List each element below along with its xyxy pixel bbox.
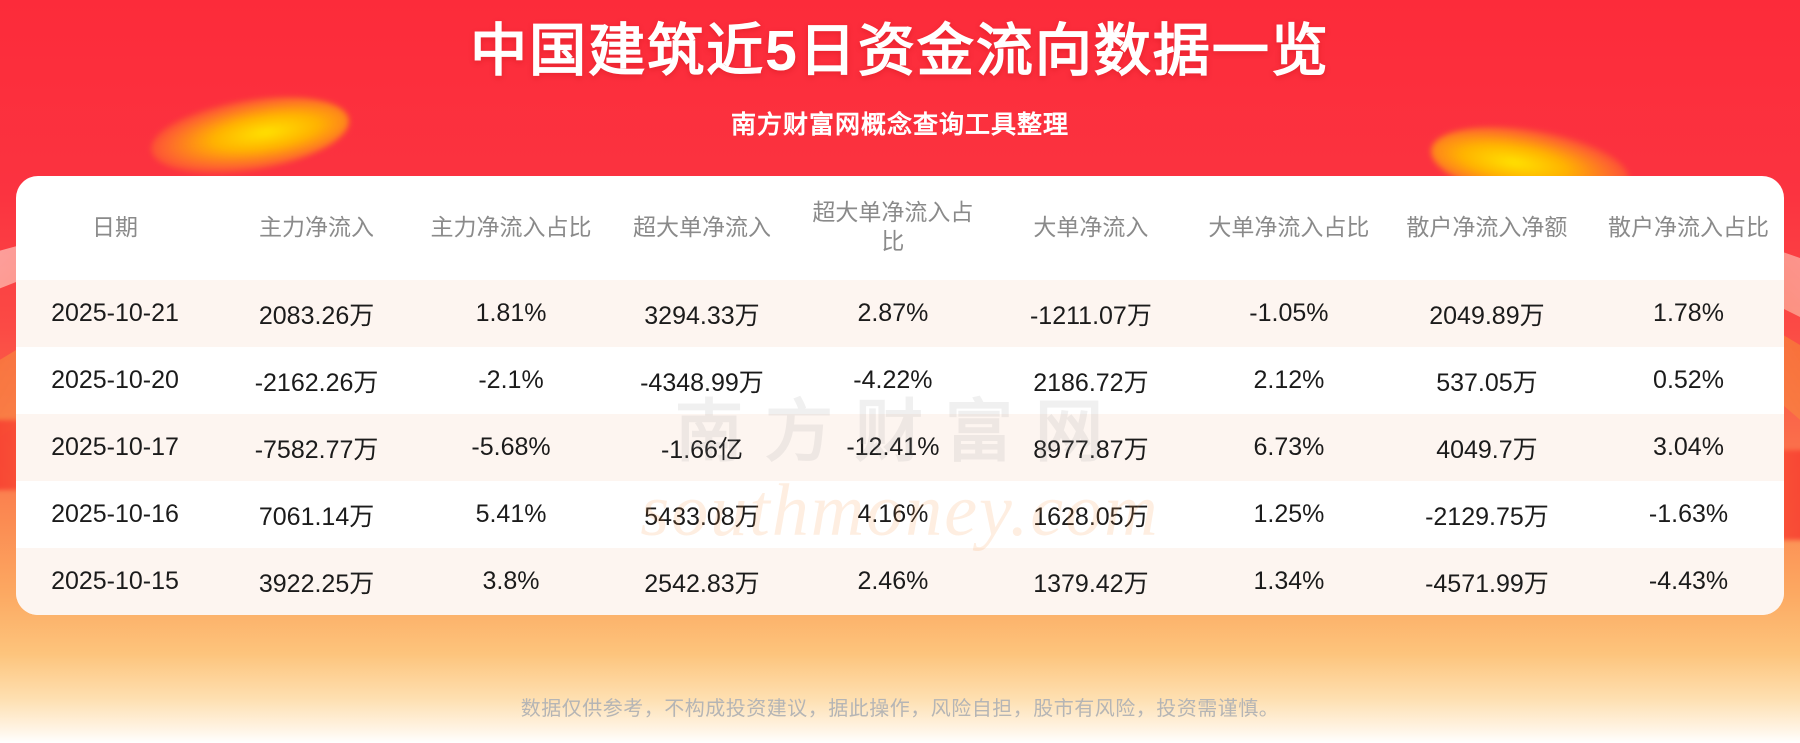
cell-retail-net-inflow-ratio: -1.63% bbox=[1648, 500, 1729, 528]
cell-xl-net-inflow-ratio: 2.87% bbox=[857, 299, 929, 327]
cell-date: 2025-10-17 bbox=[51, 433, 179, 461]
cell-main-net-inflow: -2162.26万 bbox=[254, 368, 379, 397]
cell-xl-net-inflow: -1.66亿 bbox=[660, 435, 743, 464]
table-row: 2025-10-21 2083.26万 1.81% 3294.33万 2.87%… bbox=[16, 280, 1784, 347]
table-row: 2025-10-16 7061.14万 5.41% 5433.08万 4.16%… bbox=[16, 481, 1784, 548]
column-header-retail-net-inflow: 散户净流入净额 bbox=[1406, 213, 1568, 240]
column-header-large-net-inflow-ratio: 大单净流入占比 bbox=[1208, 213, 1370, 240]
cell-large-net-inflow-ratio: 6.73% bbox=[1253, 433, 1325, 461]
cell-xl-net-inflow: 2542.83万 bbox=[644, 569, 760, 598]
fund-flow-table: 日期 主力净流入 主力净流入占比 超大单净流入 超大单净流入占比 大单净流入 大… bbox=[16, 176, 1784, 615]
cell-large-net-inflow-ratio: 1.34% bbox=[1253, 567, 1325, 595]
cell-date: 2025-10-16 bbox=[51, 500, 179, 528]
cell-retail-net-inflow-ratio: 3.04% bbox=[1653, 433, 1724, 461]
column-header-xl-net-inflow-ratio: 超大单净流入占比 bbox=[812, 199, 974, 254]
cell-retail-net-inflow-ratio: 1.78% bbox=[1653, 299, 1724, 327]
footer-disclaimer: 数据仅供参考，不构成投资建议，据此操作，风险自担，股市有风险，投资需谨慎。 bbox=[520, 698, 1280, 720]
cell-retail-net-inflow: 4049.7万 bbox=[1436, 435, 1538, 464]
cell-retail-net-inflow-ratio: 0.52% bbox=[1653, 366, 1724, 394]
cell-date: 2025-10-21 bbox=[51, 299, 179, 327]
column-header-large-net-inflow: 大单净流入 bbox=[1033, 213, 1149, 240]
cell-main-net-inflow: 7061.14万 bbox=[258, 502, 375, 531]
cell-xl-net-inflow: -4348.99万 bbox=[640, 368, 764, 397]
cell-xl-net-inflow: 3294.33万 bbox=[644, 301, 760, 330]
cell-retail-net-inflow: 2049.89万 bbox=[1429, 301, 1545, 330]
cell-large-net-inflow-ratio: 1.25% bbox=[1253, 500, 1325, 528]
column-header-xl-net-inflow: 超大单净流入 bbox=[632, 213, 771, 240]
cell-date: 2025-10-20 bbox=[51, 366, 179, 394]
cell-main-net-inflow-ratio: -2.1% bbox=[478, 366, 544, 394]
table-row: 2025-10-20 -2162.26万 -2.1% -4348.99万 -4.… bbox=[16, 347, 1784, 414]
column-header-date: 日期 bbox=[92, 213, 138, 240]
cell-main-net-inflow: -7582.77万 bbox=[254, 435, 379, 464]
header: 中国建筑近5日资金流向数据一览 南方财富网概念查询工具整理 bbox=[0, 0, 1800, 141]
table-header: 日期 主力净流入 主力净流入占比 超大单净流入 超大单净流入占比 大单净流入 大… bbox=[16, 176, 1784, 280]
cell-main-net-inflow-ratio: 3.8% bbox=[482, 567, 540, 595]
table-row: 2025-10-15 3922.25万 3.8% 2542.83万 2.46% … bbox=[16, 548, 1784, 615]
table-body: 2025-10-21 2083.26万 1.81% 3294.33万 2.87%… bbox=[16, 280, 1784, 615]
data-card: 日期 主力净流入 主力净流入占比 超大单净流入 超大单净流入占比 大单净流入 大… bbox=[16, 176, 1784, 615]
cell-large-net-inflow: 8977.87万 bbox=[1033, 435, 1149, 464]
cell-xl-net-inflow-ratio: 4.16% bbox=[857, 500, 929, 528]
cell-retail-net-inflow: 537.05万 bbox=[1436, 368, 1538, 397]
cell-xl-net-inflow: 5433.08万 bbox=[644, 502, 760, 531]
cell-xl-net-inflow-ratio: 2.46% bbox=[857, 567, 929, 595]
cell-main-net-inflow: 3922.25万 bbox=[258, 569, 375, 598]
table-header-row: 日期 主力净流入 主力净流入占比 超大单净流入 超大单净流入占比 大单净流入 大… bbox=[16, 176, 1784, 280]
cell-retail-net-inflow: -2129.75万 bbox=[1425, 502, 1549, 531]
cell-large-net-inflow-ratio: 2.12% bbox=[1253, 366, 1325, 394]
page-title: 中国建筑近5日资金流向数据一览 bbox=[470, 19, 1330, 83]
cell-retail-net-inflow-ratio: -4.43% bbox=[1648, 567, 1729, 595]
column-header-retail-net-inflow-ratio: 散户净流入占比 bbox=[1608, 213, 1769, 240]
cell-main-net-inflow-ratio: 5.41% bbox=[475, 500, 547, 528]
column-header-main-net-inflow: 主力净流入 bbox=[259, 213, 375, 240]
column-header-main-net-inflow-ratio: 主力净流入占比 bbox=[430, 213, 592, 240]
cell-xl-net-inflow-ratio: -12.41% bbox=[846, 433, 940, 461]
cell-main-net-inflow: 2083.26万 bbox=[258, 301, 375, 330]
cell-large-net-inflow: 1379.42万 bbox=[1033, 569, 1149, 598]
table-row: 2025-10-17 -7582.77万 -5.68% -1.66亿 -12.4… bbox=[16, 414, 1784, 481]
cell-large-net-inflow: 1628.05万 bbox=[1033, 502, 1149, 531]
cell-main-net-inflow-ratio: 1.81% bbox=[475, 299, 547, 327]
cell-main-net-inflow-ratio: -5.68% bbox=[471, 433, 551, 461]
page-subtitle: 南方财富网概念查询工具整理 bbox=[730, 111, 1069, 140]
cell-xl-net-inflow-ratio: -4.22% bbox=[853, 366, 933, 394]
cell-date: 2025-10-15 bbox=[51, 567, 179, 595]
cell-large-net-inflow-ratio: -1.05% bbox=[1249, 299, 1329, 327]
cell-retail-net-inflow: -4571.99万 bbox=[1425, 569, 1549, 598]
cell-large-net-inflow: -1211.07万 bbox=[1029, 301, 1152, 330]
cell-large-net-inflow: 2186.72万 bbox=[1033, 368, 1149, 397]
